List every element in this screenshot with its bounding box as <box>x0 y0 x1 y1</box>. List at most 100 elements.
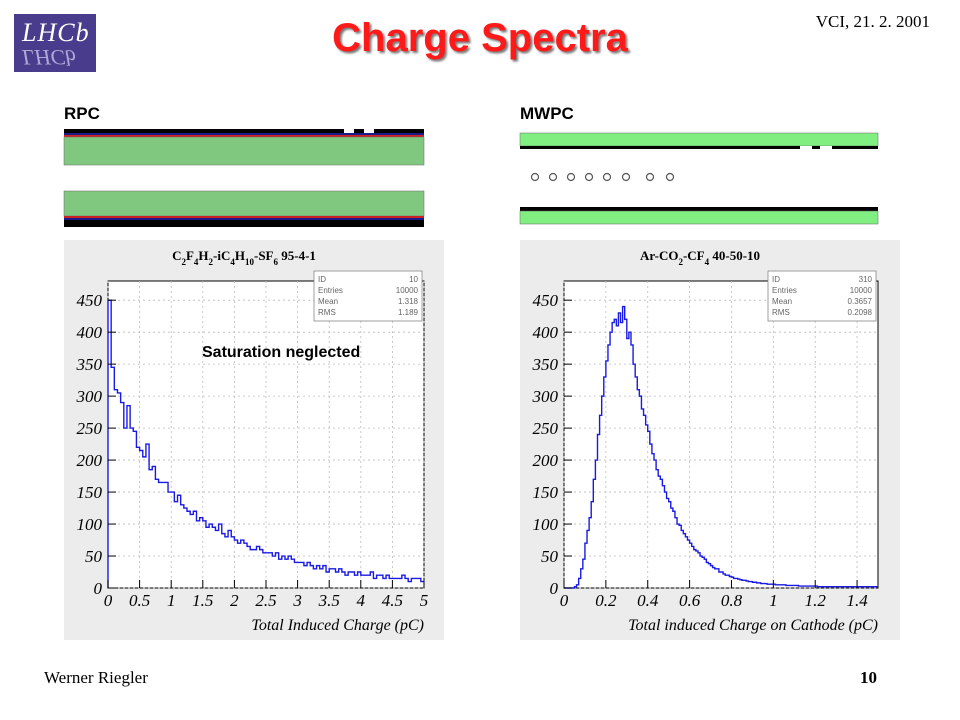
x-tick-label: 1.5 <box>192 591 213 610</box>
stats-value: 10000 <box>850 286 873 295</box>
conference-date: VCI, 21. 2. 2001 <box>815 12 930 31</box>
y-tick-label: 250 <box>77 419 103 438</box>
y-tick-label: 250 <box>533 419 559 438</box>
rpc-label: RPC <box>64 104 100 123</box>
saturation-annotation: Saturation neglected <box>202 344 360 361</box>
x-tick-label: 2 <box>230 591 239 610</box>
title-part: -CF <box>683 248 705 263</box>
y-tick-label: 350 <box>532 355 559 374</box>
title-part: Ar-CO <box>640 248 679 263</box>
author: Werner Riegler <box>44 668 148 687</box>
plot-frame <box>563 280 879 589</box>
stats-box <box>313 270 423 322</box>
stats-key: RMS <box>772 308 790 317</box>
title-part: 4 <box>230 257 235 267</box>
y-tick-label: 450 <box>77 291 103 310</box>
rpc-schematic <box>63 127 425 227</box>
rpc-lower-electrode <box>63 190 425 217</box>
title-part: 4 <box>194 257 199 267</box>
y-tick-label: 150 <box>77 483 103 502</box>
mwpc-histogram: Ar-CO2-CF4 40-50-10 0 0.2 0.4 0.6 0.8 1 1.2 1.4 0… <box>520 240 900 640</box>
x-axis-label: Total induced Charge on Cathode (pC) <box>628 617 878 634</box>
x-axis-label: Total Induced Charge (pC) <box>251 617 424 634</box>
stats-key: Mean <box>772 297 792 306</box>
x-tick-label: 0.5 <box>129 591 150 610</box>
stats-key: ID <box>772 275 780 284</box>
stats-value: 10 <box>409 275 418 284</box>
stats-key: Mean <box>318 297 338 306</box>
title-part: 95-4-1 <box>278 248 316 263</box>
title-part: H <box>198 248 208 263</box>
stats-value: 1.189 <box>398 308 419 317</box>
x-tick-label: 0.8 <box>721 591 743 610</box>
y-tick-label: 100 <box>77 515 103 534</box>
stats-key: RMS <box>318 308 336 317</box>
lhcb-logo: LHCb LHCb <box>14 14 96 72</box>
mwpc-lower-cathode <box>519 210 879 225</box>
x-tick-label: 2.5 <box>255 591 276 610</box>
y-tick-label: 50 <box>541 547 559 566</box>
stats-key: ID <box>318 275 326 284</box>
y-tick-label: 300 <box>76 387 103 406</box>
y-tick-label: 100 <box>533 515 559 534</box>
y-tick-label: 150 <box>533 483 559 502</box>
y-tick-label: 0 <box>94 579 103 598</box>
x-tick-label: 1 <box>167 591 176 610</box>
histogram-title: C2F4H2-iC4H10-SF6 95-4-1 <box>172 248 316 267</box>
stats-value: 10000 <box>396 286 419 295</box>
x-tick-label: 1 <box>769 591 778 610</box>
x-tick-label: 0.2 <box>595 591 617 610</box>
x-tick-label: 4 <box>357 591 366 610</box>
title-part: H <box>235 248 245 263</box>
y-tick-label: 0 <box>550 579 559 598</box>
stats-box <box>767 270 877 322</box>
title-part: 10 <box>245 257 255 267</box>
stats-value: 0.3657 <box>848 297 873 306</box>
title-part: 40-50-10 <box>709 248 760 263</box>
x-tick-label: 1.4 <box>846 591 868 610</box>
x-tick-label: 0.4 <box>637 591 659 610</box>
title-part: 2 <box>209 257 214 267</box>
y-tick-label: 50 <box>85 547 103 566</box>
y-tick-label: 200 <box>77 451 103 470</box>
title-part: -SF <box>254 248 274 263</box>
stats-key: Entries <box>772 286 797 295</box>
y-tick-label: 400 <box>533 323 559 342</box>
y-tick-label: 450 <box>533 291 559 310</box>
rpc-upper-electrode <box>63 136 425 166</box>
stats-key: Entries <box>318 286 343 295</box>
stats-value: 0.2098 <box>848 308 873 317</box>
logo-text: LHCb <box>22 18 90 47</box>
y-tick-label: 350 <box>76 355 103 374</box>
title-part: 6 <box>274 257 279 267</box>
title-part: 2 <box>181 257 186 267</box>
x-tick-label: 3 <box>292 591 302 610</box>
histogram-series <box>107 299 424 588</box>
title-part: C <box>172 248 181 263</box>
y-tick-label: 300 <box>532 387 559 406</box>
mwpc-upper-cathode <box>519 132 879 147</box>
mwpc-schematic <box>519 132 879 225</box>
title-part: 2 <box>678 257 683 267</box>
y-tick-label: 400 <box>77 323 103 342</box>
x-tick-label: 0.6 <box>679 591 701 610</box>
y-tick-label: 200 <box>533 451 559 470</box>
x-tick-label: 3.5 <box>318 591 340 610</box>
title-part: -iC <box>213 248 230 263</box>
rpc-histogram: C2F4H2-iC4H10-SF6 95-4-10 0.5 1 1.5 2 2.5 3 3.5… <box>64 240 444 640</box>
detector-schematics <box>63 127 879 227</box>
histogram-title: Ar-CO2-CF4 40-50-10 <box>640 248 760 267</box>
slide-title: Charge Spectra <box>332 16 628 60</box>
x-tick-label: 1.2 <box>805 591 827 610</box>
histogram-series <box>564 305 878 589</box>
title-part: 4 <box>705 257 710 267</box>
anode-wires <box>530 172 675 182</box>
stats-value: 1.318 <box>398 297 419 306</box>
mwpc-label: MWPC <box>520 104 574 123</box>
stats-value: 310 <box>859 275 873 284</box>
page-number: 10 <box>860 668 877 687</box>
title-part: F <box>186 248 194 263</box>
x-tick-label: 5 <box>420 591 429 610</box>
x-tick-label: 0 <box>560 591 569 610</box>
x-tick-label: 0 <box>104 591 113 610</box>
